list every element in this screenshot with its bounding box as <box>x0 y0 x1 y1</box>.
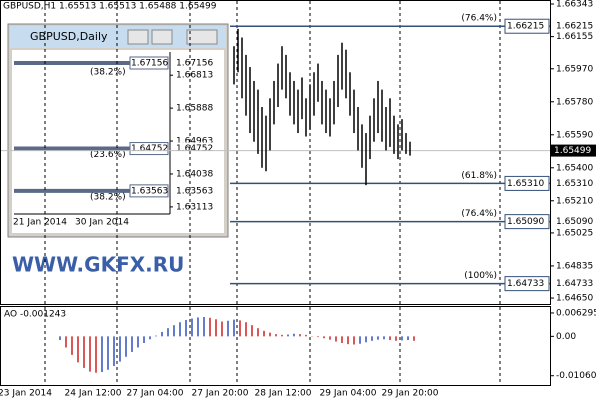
y-tick-label: 1.64650 <box>556 294 593 304</box>
maximize-button[interactable] <box>151 29 173 45</box>
fib-label: (100%) <box>464 271 497 281</box>
y-tick-label: 1.63113 <box>176 202 213 212</box>
y-tick-label: 1.65780 <box>556 97 593 107</box>
axis-marker-label: 1.63563 <box>176 186 213 196</box>
x-tick-label: 28 Jan 12:00 <box>255 389 312 399</box>
inset-window: GBPUSD,Daily 1.66813 1.65888 1.64963 1.6403… <box>7 23 229 238</box>
x-tick-label: 21 Jan 2014 <box>13 218 67 228</box>
price-marker-label: 1.65090 <box>507 217 544 227</box>
y-tick-label: -0.010604 <box>556 371 596 381</box>
y-tick-label: 0.00 <box>556 332 576 342</box>
x-tick-label: 23 Jan 2014 <box>0 389 52 399</box>
y-tick-label: 1.66343 <box>556 0 593 9</box>
y-tick-label: 1.65888 <box>176 104 213 114</box>
y-tick-label: 1.64835 <box>556 261 593 271</box>
axis-marker-label: 1.65090 <box>556 217 593 227</box>
y-tick-label: 1.64038 <box>176 169 213 179</box>
x-tick-label: 27 Jan 04:00 <box>127 389 184 399</box>
inset-title: GBPUSD,Daily <box>30 30 108 43</box>
axis-marker <box>172 184 222 197</box>
price-marker <box>504 276 550 292</box>
inset-chart <box>12 50 224 233</box>
close-button[interactable] <box>186 29 218 45</box>
price-marker-label: 1.64752 <box>131 144 168 154</box>
axis-marker <box>172 142 222 155</box>
price-marker <box>129 184 169 198</box>
header: GBPUSD,H1 1.65513 1.65513 1.65488 1.6549… <box>3 2 217 12</box>
fib-label: (76.4%) <box>461 14 497 24</box>
axis-marker <box>551 215 596 228</box>
axis-marker-label: 1.66215 <box>556 22 593 32</box>
y-tick-label: 1.65970 <box>556 64 593 74</box>
fib-label: (38.2%) <box>90 68 126 78</box>
axis-marker <box>172 57 222 70</box>
y-tick-label: 1.64963 <box>176 137 213 147</box>
x-tick-label: 29 Jan 20:00 <box>382 389 439 399</box>
fib-label: (76.4%) <box>461 209 497 219</box>
price-marker <box>504 214 550 230</box>
x-tick-label: 30 Jan 2014 <box>75 218 129 228</box>
axis-marker-label: 1.67156 <box>176 59 213 69</box>
price-marker <box>504 18 550 34</box>
axis-marker-label: 1.65310 <box>556 179 593 189</box>
price-marker-label: 1.64733 <box>507 279 544 289</box>
x-tick-label: 29 Jan 04:00 <box>320 389 377 399</box>
ao-label: AO -0.001243 <box>4 310 66 320</box>
y-tick-label: 0.006295 <box>556 308 596 318</box>
fib-label: (38.2%) <box>90 192 126 202</box>
price-marker <box>129 142 169 156</box>
price-marker-label: 1.65310 <box>507 179 544 189</box>
price-marker <box>129 56 169 70</box>
axis-marker-label: 1.64752 <box>176 144 213 154</box>
y-tick-label: 1.66813 <box>176 71 213 81</box>
main-frame <box>0 0 551 305</box>
price-marker <box>504 175 550 191</box>
fib-label: (23.6%) <box>90 150 126 160</box>
axis-marker <box>551 277 596 290</box>
price-marker-label: 1.66215 <box>507 22 544 32</box>
y-tick-label: 1.65590 <box>556 130 593 140</box>
axis-marker-label: 1.64733 <box>556 279 593 289</box>
x-tick-label: 27 Jan 20:00 <box>192 389 249 399</box>
current-price-box <box>551 144 596 157</box>
watermark: WWW.GKFX.RU <box>12 253 184 277</box>
x-tick-label: 24 Jan 12:00 <box>65 389 122 399</box>
axis-marker <box>551 177 596 190</box>
axis-marker <box>551 20 596 33</box>
price-marker-label: 1.63563 <box>131 186 168 196</box>
minimize-button[interactable] <box>127 29 149 45</box>
y-tick-label: 1.65210 <box>556 196 593 206</box>
ao-frame <box>0 306 551 386</box>
price-marker-label: 1.67156 <box>131 59 168 69</box>
y-tick-label: 1.65025 <box>556 228 593 238</box>
y-tick-label: 1.65400 <box>556 163 593 173</box>
y-tick-label: 1.66155 <box>556 32 593 42</box>
current-price-label: 1.65499 <box>554 146 591 156</box>
fib-label: (61.8%) <box>461 171 497 181</box>
